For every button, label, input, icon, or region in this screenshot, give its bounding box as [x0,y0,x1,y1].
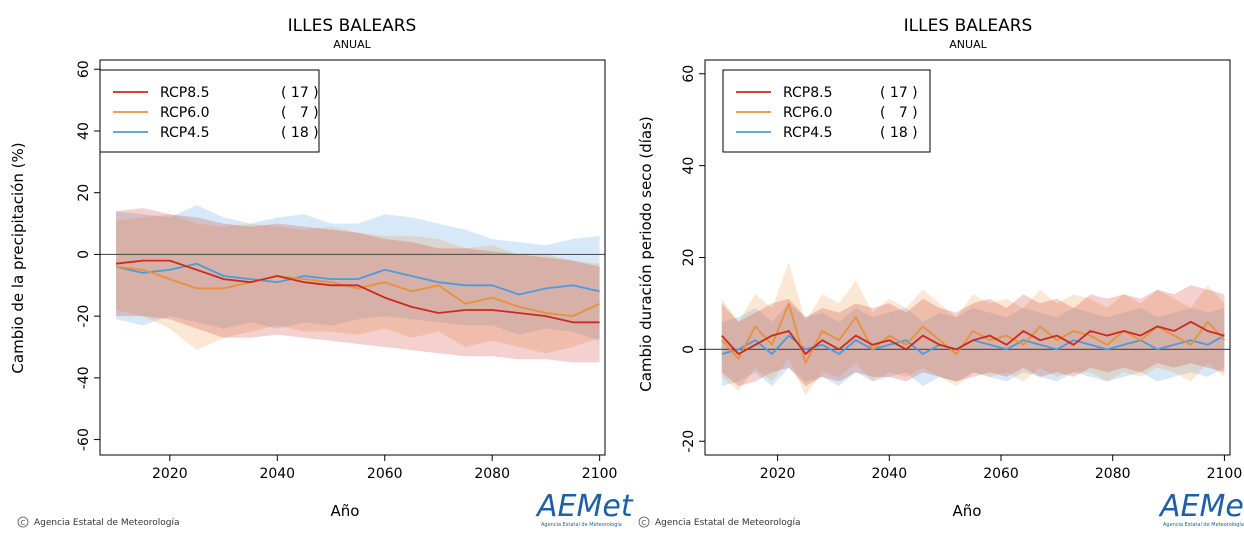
aemet-logo: AEMet Agencia Estatal de Meteorología [1158,489,1244,528]
x-tick-label: 2080 [474,466,510,482]
chart-subtitle: ANUAL [949,38,987,51]
logo-text: AEMet [535,489,634,524]
y-tick-label: 20 [681,249,697,267]
line-rcp85 [721,320,1225,355]
copyright-icon [17,516,29,528]
uncertainty-bands [721,262,1225,396]
x-tick-label: 2060 [367,466,403,482]
y-tick-label: 20 [76,184,92,202]
x-tick-label: 2040 [259,466,295,482]
y-axis-label: Cambio de la precipitación (%) [9,142,27,373]
y-tick-label: 40 [681,157,697,175]
uncertainty-bands [116,205,600,363]
copyright-footer: C Agencia Estatal de Meteorología [638,516,801,528]
plot-frame [99,59,606,456]
legend-label-rcp60: RCP6.0 [160,105,210,121]
line-rcp85 [115,259,600,324]
legend: RCP8.5 ( 17 ) RCP6.0 ( 7 ) RCP4.5 ( 18 ) [99,69,320,153]
legend-label-rcp45: RCP4.5 [160,125,210,141]
band-rcp60 [721,262,1225,396]
legend-count-rcp85: ( 17 ) [281,85,319,101]
x-axis-label: Año [953,502,982,520]
band-rcp85 [721,285,1225,387]
legend-box [722,69,931,153]
y-axis-ticks: 60 40 20 0 -20 -40 -60 [76,60,100,451]
line-rcp60 [721,302,1226,365]
legend-label-rcp60: RCP6.0 [783,105,833,121]
y-tick-label: 60 [681,65,697,83]
footer-text: Agencia Estatal de Meteorología [655,518,801,528]
x-tick-label: 2020 [152,466,188,482]
aemet-logo: AEMet Agencia Estatal de Meteorología [535,489,634,528]
y-axis-label: Cambio duración periodo seco (días) [637,116,655,392]
legend-label-rcp45: RCP4.5 [783,125,833,141]
y-tick-label: -40 [76,366,92,389]
logo-subtext: Agencia Estatal de Meteorología [541,521,622,528]
legend-label-rcp85: RCP8.5 [783,85,833,101]
line-rcp45 [115,262,600,296]
legend: RCP8.5 ( 17 ) RCP6.0 ( 7 ) RCP4.5 ( 18 ) [722,69,931,153]
chart-title: ILLES BALEARS [904,16,1033,36]
footer-text: Agencia Estatal de Meteorología [34,518,180,528]
x-tick-label: 2060 [983,466,1019,482]
x-tick-label: 2100 [582,466,618,482]
legend-label-rcp85: RCP8.5 [160,85,210,101]
legend-count-rcp45: ( 18 ) [281,125,319,141]
legend-count-rcp60: ( 7 ) [281,105,319,121]
band-rcp60 [116,214,600,354]
legend-count-rcp60: ( 7 ) [880,105,918,121]
y-tick-label: 0 [76,250,92,259]
legend-count-rcp85: ( 17 ) [880,85,918,101]
copyright-icon-glyph: C [21,519,26,527]
logo-text: AEMet [1158,489,1244,524]
chart-title: ILLES BALEARS [288,16,417,36]
x-tick-label: 2080 [1095,466,1131,482]
x-tick-label: 2100 [1207,466,1243,482]
legend-count-rcp45: ( 18 ) [880,125,918,141]
y-tick-label: 40 [76,122,92,140]
y-tick-label: -60 [76,428,92,451]
y-tick-label: 60 [76,60,92,78]
x-tick-label: 2020 [760,466,796,482]
series-lines [115,259,600,324]
logo-subtext: Agencia Estatal de Meteorología [1163,521,1244,528]
copyright-footer: C Agencia Estatal de Meteorología [17,516,180,528]
chart-left: ILLES BALEARS ANUAL 60 40 20 0 -20 -40 -60 202… [9,16,634,528]
band-rcp45 [721,303,1225,387]
y-tick-label: -20 [681,430,697,453]
x-axis-label: Año [331,502,360,520]
line-rcp60 [116,265,600,318]
legend-box [99,69,320,153]
y-tick-label: -20 [76,305,92,328]
x-axis-ticks: 2020 2040 2060 2080 2100 [760,455,1242,482]
series-lines [721,302,1226,365]
y-tick-label: 0 [681,345,697,354]
x-axis-ticks: 2020 2040 2060 2080 2100 [152,455,617,482]
band-rcp45 [116,205,600,341]
copyright-icon [638,516,650,528]
chart-subtitle: ANUAL [333,38,371,51]
y-axis-ticks: 60 40 20 0 -20 [681,65,705,453]
x-tick-label: 2040 [871,466,907,482]
copyright-icon-glyph: C [642,519,647,527]
